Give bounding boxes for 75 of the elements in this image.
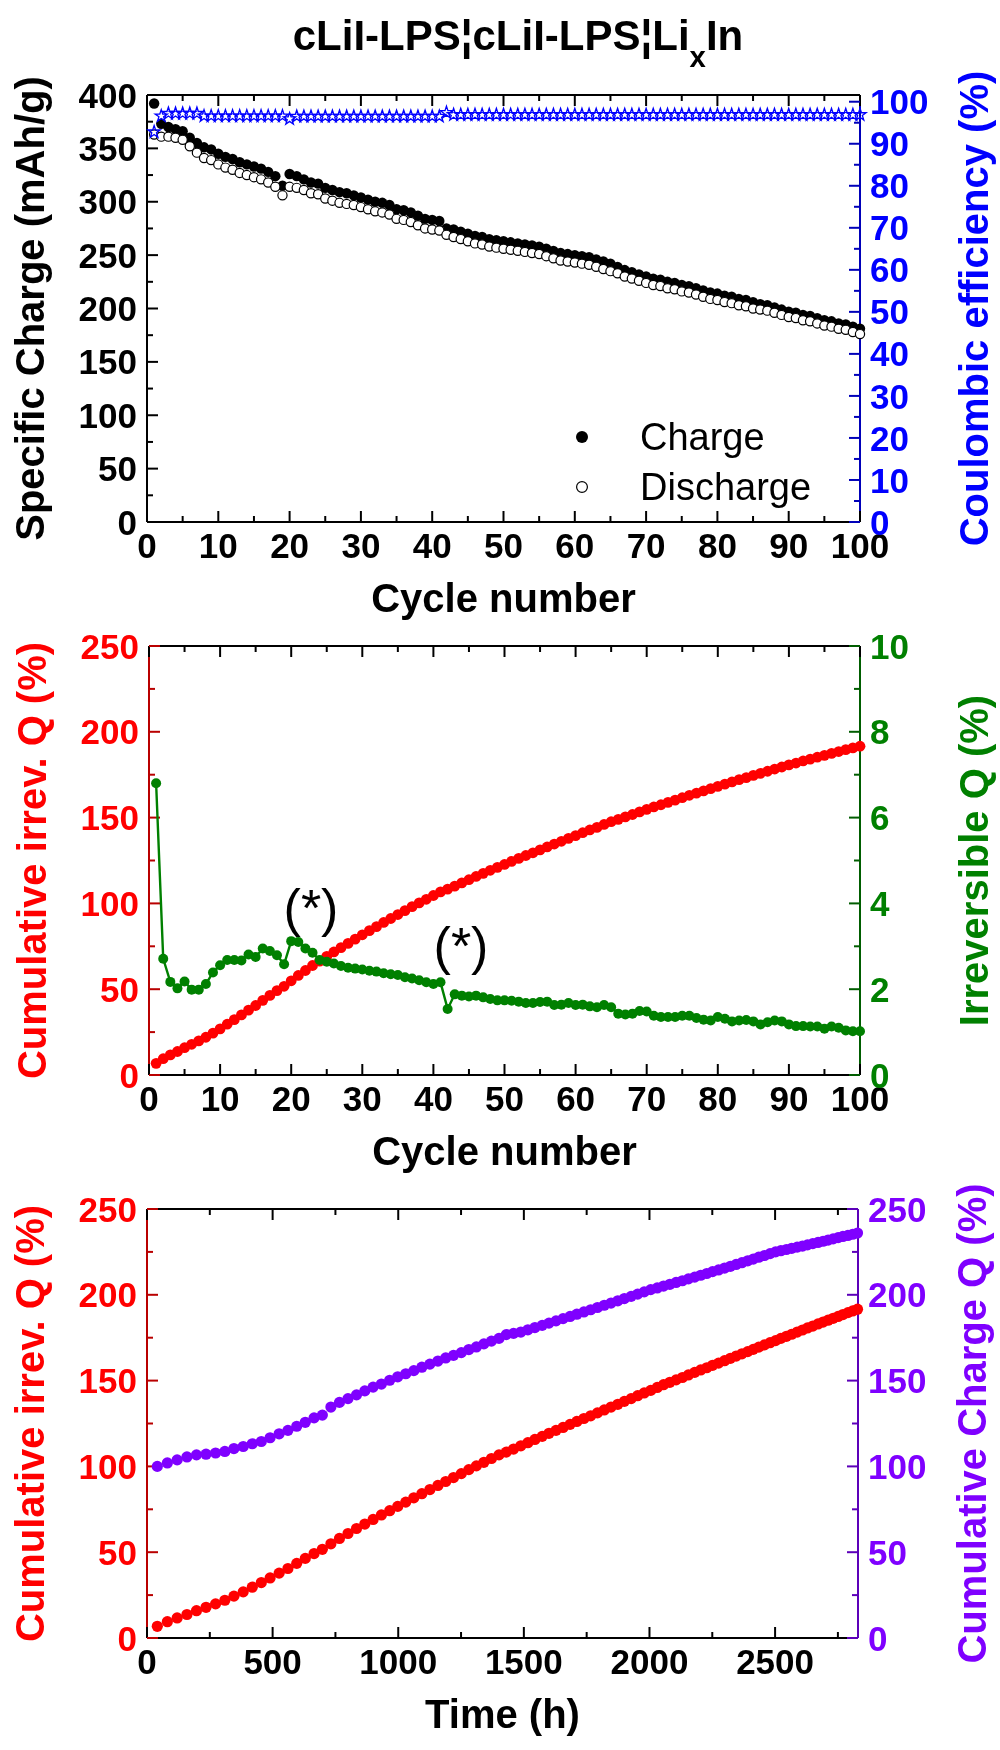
annotation: (*) <box>283 878 339 937</box>
x-tick-label: 60 <box>555 526 595 565</box>
y2-tick-label: 100 <box>868 1447 927 1486</box>
y2-tick-label: 2 <box>870 969 890 1009</box>
y2-axis-title: Coulombic efficiency (%) <box>952 70 997 547</box>
x-tick-label: 50 <box>485 1079 524 1118</box>
y-tick-label: 50 <box>98 449 137 489</box>
y2-tick-label: 50 <box>868 1532 907 1572</box>
y-tick-label: 150 <box>80 798 139 838</box>
x-tick-label: 90 <box>769 526 809 565</box>
y-tick-label: 250 <box>78 1189 137 1229</box>
x-tick-label: 90 <box>769 1079 809 1118</box>
y2-tick-label: 8 <box>870 712 890 752</box>
y-tick-label: 250 <box>80 626 139 666</box>
y2-tick-label: 60 <box>870 250 909 290</box>
x-axis-title: Cycle number <box>371 576 636 620</box>
y2-tick-label: 100 <box>870 82 929 122</box>
y-tick-label: 200 <box>78 289 137 329</box>
y2-tick-label: 10 <box>870 460 909 500</box>
x-axis-title: Time (h) <box>425 1692 580 1736</box>
x-tick-label: 10 <box>198 526 238 565</box>
y-tick-label: 400 <box>78 75 137 115</box>
x-tick-label: 20 <box>271 1079 311 1118</box>
y-axis-title: Cumulative irrev. Q (%) <box>10 641 55 1080</box>
x-tick-label: 10 <box>200 1079 240 1118</box>
x-tick-label: 40 <box>412 526 452 565</box>
y-tick-label: 50 <box>98 1532 137 1572</box>
x-tick-label: 2500 <box>736 1642 815 1681</box>
y2-tick-label: 90 <box>870 124 909 164</box>
y2-tick-label: 80 <box>870 166 909 206</box>
legend-label: Charge <box>640 416 765 458</box>
y-tick-label: 300 <box>78 182 137 222</box>
annotation: (*) <box>433 916 489 975</box>
legend-label: Discharge <box>640 466 812 508</box>
y-axis-title: Cumulative irrev. Q (%) <box>8 1204 53 1643</box>
chart-title: cLiI-LPS¦cLiI-LPS¦Li$_{x}$In <box>292 12 744 73</box>
x-tick-label: 50 <box>484 526 523 565</box>
y-tick-label: 150 <box>78 1361 137 1401</box>
y2-axis-title: Irreversible Q (%) <box>952 694 997 1027</box>
y2-tick-label: 30 <box>870 376 909 416</box>
x-tick-label: 20 <box>270 526 310 565</box>
y2-tick-label: 50 <box>870 292 909 332</box>
y2-tick-label: 40 <box>870 334 909 374</box>
y2-axis-title: Cumulative Charge Q (%) <box>950 1183 995 1664</box>
x-tick-label: 40 <box>413 1079 453 1118</box>
y2-tick-label: 10 <box>870 626 909 666</box>
x-tick-label: 70 <box>627 1079 667 1118</box>
y-axis-title: Specific Charge (mAh/g) <box>8 76 53 541</box>
x-axis-title: Cycle number <box>372 1129 637 1173</box>
y2-tick-label: 20 <box>870 418 909 458</box>
y-tick-label: 250 <box>78 235 137 275</box>
x-tick-label: 70 <box>626 526 666 565</box>
x-tick-label: 80 <box>697 526 737 565</box>
y-tick-label: 200 <box>80 712 139 752</box>
x-tick-label: 2000 <box>610 1642 689 1681</box>
y-tick-label: 350 <box>78 128 137 168</box>
y-tick-label: 100 <box>80 884 139 923</box>
y-tick-label: 200 <box>78 1275 137 1315</box>
y-tick-label: 150 <box>78 342 137 382</box>
y2-tick-label: 70 <box>870 208 909 248</box>
y2-tick-label: 200 <box>868 1275 927 1315</box>
y-tick-label: 50 <box>100 969 139 1009</box>
y2-tick-label: 150 <box>868 1361 927 1401</box>
x-tick-label: 30 <box>341 526 381 565</box>
y-tick-label: 100 <box>78 1447 137 1486</box>
x-tick-label: 1500 <box>484 1642 563 1681</box>
x-tick-label: 500 <box>243 1642 302 1681</box>
y2-tick-label: 6 <box>870 798 890 838</box>
x-tick-label: 60 <box>556 1079 596 1118</box>
x-tick-label: 30 <box>342 1079 382 1118</box>
x-tick-label: 80 <box>698 1079 738 1118</box>
y-tick-label: 100 <box>78 395 137 435</box>
y2-tick-label: 250 <box>868 1189 927 1229</box>
x-tick-label: 1000 <box>359 1642 438 1681</box>
y2-tick-label: 4 <box>870 884 890 923</box>
